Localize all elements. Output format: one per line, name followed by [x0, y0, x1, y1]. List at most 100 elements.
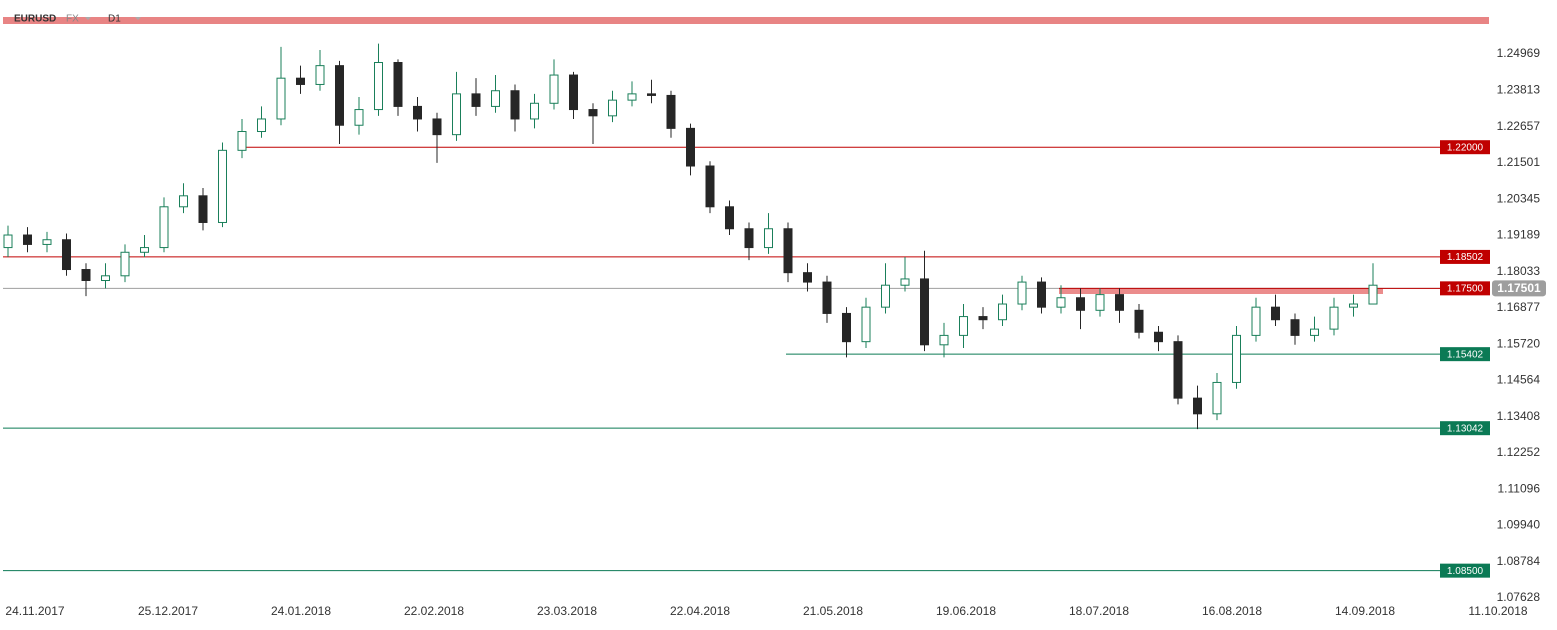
level-label: 1.08500 [1447, 566, 1484, 577]
candle-body [23, 234, 32, 245]
market[interactable]: FX [66, 14, 79, 25]
candle-body [1017, 281, 1027, 305]
level-label-box [1440, 281, 1490, 296]
candle-body [939, 334, 949, 346]
y-tick-label: 1.20345 [1497, 191, 1541, 205]
dropdown-arrow[interactable] [85, 17, 91, 20]
x-tick-label: 11.10.2018 [1468, 604, 1527, 618]
candle-body [276, 77, 286, 120]
level-label: 1.15402 [1447, 349, 1484, 360]
candle-body [491, 90, 500, 107]
candle-body [432, 118, 442, 136]
x-tick-label: 22.02.2018 [404, 604, 464, 618]
y-tick-label: 1.09940 [1497, 518, 1541, 532]
x-tick-label: 24.01.2018 [271, 604, 331, 618]
candle-body [1271, 306, 1280, 321]
y-tick-label: 1.15720 [1497, 336, 1541, 350]
level-label-box [1440, 249, 1490, 264]
candle-body [1095, 294, 1105, 311]
candle-body [803, 272, 812, 283]
candle-body [725, 206, 734, 230]
candle-body [666, 94, 676, 129]
candle-body [354, 109, 364, 126]
candle-body [1115, 294, 1124, 311]
x-tick-label: 19.06.2018 [936, 604, 996, 618]
candle-body [978, 316, 988, 321]
candle-body [881, 284, 890, 308]
candle-body [959, 316, 968, 336]
candle-body [783, 228, 793, 274]
candle-body [998, 303, 1007, 321]
candle-body [588, 109, 598, 117]
candle-body [1349, 303, 1358, 308]
x-tick-label: 16.08.2018 [1202, 604, 1262, 618]
y-tick-label: 1.19189 [1497, 228, 1541, 242]
y-tick-label: 1.16877 [1497, 300, 1541, 314]
current-price-box [1492, 280, 1546, 297]
candle-body [42, 239, 52, 245]
candle-body [549, 74, 559, 104]
level-label: 1.18502 [1447, 252, 1484, 263]
level-label: 1.22000 [1447, 142, 1484, 153]
candle-body [920, 278, 929, 346]
timeframe[interactable]: D1 [108, 14, 121, 25]
level-label-box [1440, 347, 1490, 362]
candle-body [179, 195, 188, 208]
candle-body [1368, 284, 1378, 305]
candle-body [393, 62, 403, 107]
candle-body [1212, 381, 1222, 415]
resistance-zone [1059, 288, 1383, 294]
header-band [3, 17, 1489, 24]
candle-body [1329, 306, 1339, 330]
candle-body [413, 105, 422, 120]
y-tick-label: 1.13408 [1497, 409, 1541, 423]
candle-body [237, 131, 247, 151]
candle-body [198, 195, 208, 223]
candle-body [296, 77, 305, 85]
candle-body [257, 118, 266, 133]
y-tick-label: 1.11096 [1498, 481, 1541, 495]
y-tick-label: 1.08784 [1497, 554, 1541, 568]
y-tick-label: 1.21501 [1497, 155, 1541, 169]
candle-body [842, 312, 851, 343]
x-tick-label: 24.11.2017 [5, 604, 64, 618]
x-tick-label: 18.07.2018 [1069, 604, 1129, 618]
y-tick-label: 1.24969 [1497, 46, 1541, 60]
candle-body [1290, 319, 1300, 336]
candle-body [900, 278, 910, 286]
candle-body [1251, 306, 1261, 336]
y-tick-label: 1.14564 [1497, 373, 1541, 387]
candle-body [569, 74, 578, 111]
candle-body [627, 93, 637, 101]
y-tick-label: 1.12252 [1497, 445, 1541, 459]
candle-body [471, 93, 481, 107]
candle-body [159, 206, 169, 249]
symbol[interactable]: EURUSD [14, 14, 56, 25]
candle-body [822, 281, 832, 314]
candle-body [120, 251, 130, 277]
candle-body [647, 93, 656, 96]
candle-body [335, 65, 344, 126]
candle-body [744, 228, 754, 249]
level-label-box [1440, 421, 1490, 436]
candle-body [1173, 341, 1183, 399]
candle-body [764, 228, 773, 249]
candle-body [374, 62, 383, 111]
current-price-label: 1.17501 [1497, 281, 1541, 295]
candle-body [1154, 331, 1163, 343]
candle-body [315, 65, 325, 85]
dropdown-arrow[interactable] [135, 17, 141, 20]
y-tick-label: 1.23813 [1497, 82, 1541, 96]
candle-body [1037, 281, 1046, 308]
x-tick-label: 25.12.2017 [138, 604, 198, 618]
candle-body [530, 102, 539, 120]
candle-body [101, 275, 110, 282]
x-tick-label: 22.04.2018 [670, 604, 730, 618]
candle-body [218, 149, 227, 223]
x-tick-label: 14.09.2018 [1335, 604, 1395, 618]
candle-body [1232, 334, 1241, 383]
candle-body [62, 239, 71, 271]
level-label-box [1440, 563, 1490, 578]
level-label: 1.17500 [1447, 283, 1484, 294]
